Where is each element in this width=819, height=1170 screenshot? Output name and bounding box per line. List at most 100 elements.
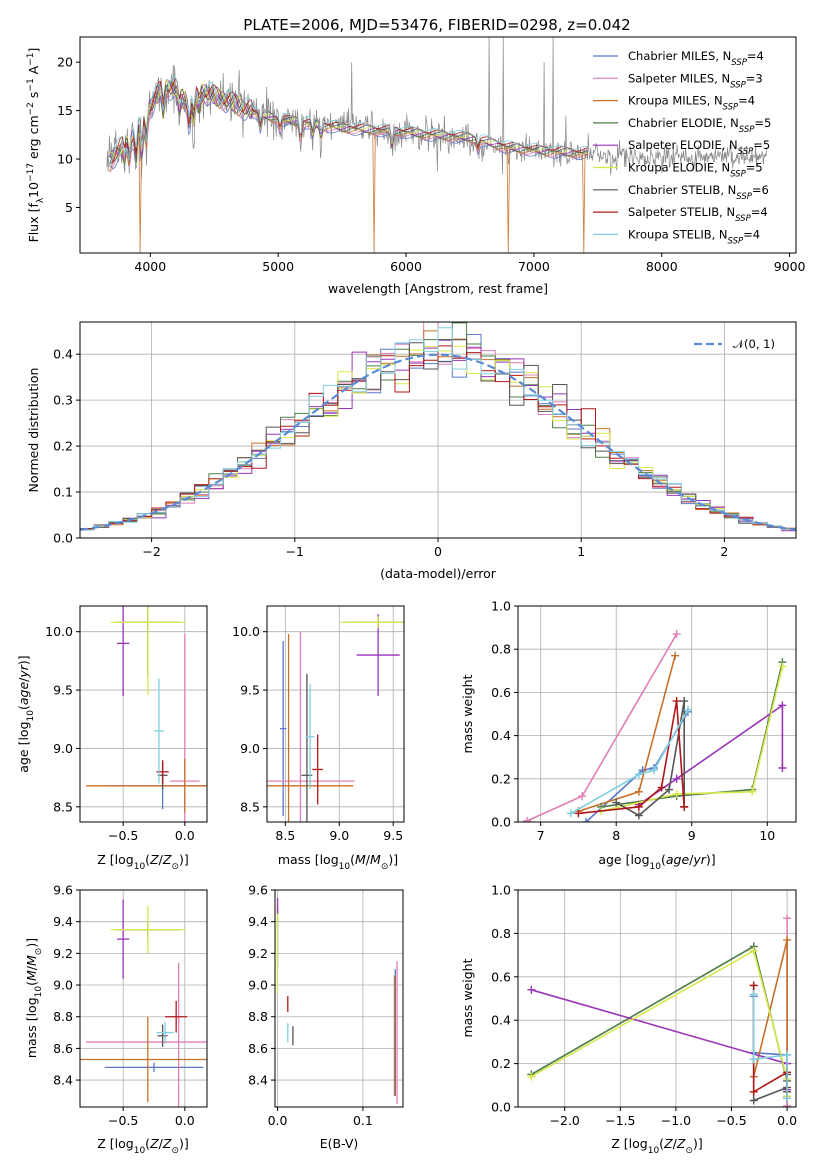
plot-area-age-vs-Z bbox=[86, 606, 207, 822]
y-tick-label: 0.4 bbox=[491, 1013, 511, 1028]
weight-marker bbox=[527, 1072, 536, 1081]
y-tick-label: 0.4 bbox=[491, 728, 511, 743]
weight-marker bbox=[581, 818, 590, 822]
axes-frame bbox=[79, 605, 208, 823]
errorbar-salpeter-elodie bbox=[116, 606, 130, 696]
errorbar-kroupa-miles bbox=[86, 758, 207, 813]
weight-line bbox=[752, 985, 788, 1102]
legend-tail: =5 bbox=[746, 161, 763, 175]
panel-mass-weight-vs-Z: −2.0 −1.5 −1.0 −0.5 0.0 0.0 0.2 0.4 0.6 0.8 1.0 bbox=[491, 883, 797, 1129]
legend-sub: SSP bbox=[730, 80, 746, 90]
label-part: ( bbox=[24, 981, 39, 986]
x-tick-label: 9 bbox=[688, 828, 696, 843]
plot-area-spectrum bbox=[106, 37, 767, 253]
legend-tail: =4 bbox=[738, 94, 755, 108]
legend-base: Kroupa MILES, N bbox=[628, 94, 723, 108]
label-part: Z bbox=[663, 1136, 673, 1151]
x-axis-label-mass-vs-EBV: E(B-V) bbox=[320, 1136, 359, 1151]
legend-tail: =3 bbox=[746, 71, 763, 85]
x-tick-label: 0 bbox=[434, 544, 442, 559]
legend-sub: SSP bbox=[723, 103, 739, 113]
label-part: s bbox=[26, 92, 41, 103]
weight-marker bbox=[672, 630, 681, 639]
x-tick-label: 7000 bbox=[518, 259, 550, 274]
y-tick-label: 20 bbox=[57, 55, 73, 70]
errorbar-kroupa-stelib bbox=[156, 1021, 174, 1044]
label-part: age [log bbox=[598, 852, 649, 867]
y-axis-label: Normed distribution bbox=[26, 368, 41, 493]
y-axis-label-mass-weight-vs-age: mass weight bbox=[460, 674, 475, 753]
weight-marker bbox=[749, 1087, 758, 1096]
x-tick-label: 10 bbox=[759, 828, 775, 843]
label-part: ( bbox=[661, 852, 666, 867]
weight-marker bbox=[649, 766, 658, 775]
x-tick-label: 9.5 bbox=[383, 828, 403, 843]
weight-marker bbox=[778, 764, 787, 772]
errorbar-chabrier-miles bbox=[279, 641, 287, 817]
label-part: λ bbox=[36, 197, 46, 203]
label-part: 10 bbox=[134, 1146, 146, 1156]
weight-marker bbox=[749, 946, 758, 955]
x-tick-label: 5000 bbox=[262, 259, 294, 274]
legend-label: Salpeter STELIB, NSSP=4 bbox=[628, 205, 768, 224]
label-part: / bbox=[366, 852, 371, 867]
weight-series-chabrier-stelib bbox=[749, 981, 792, 1105]
legend-tail: =5 bbox=[753, 138, 770, 152]
label-part: −2 bbox=[26, 102, 36, 115]
label-part: ] bbox=[26, 48, 41, 53]
x-tick-label: 0.0 bbox=[175, 1113, 195, 1128]
errorbar-kroupa-miles bbox=[267, 634, 354, 822]
legend-label: 𝒩(0, 1) bbox=[733, 337, 775, 351]
panel-age-vs-mass: 8.5 9.0 9.5 8.5 9.0 9.5 10.0 bbox=[232, 605, 405, 843]
errorbar-salpeter-miles bbox=[86, 962, 207, 1107]
y-tick-label: 9.5 bbox=[53, 683, 73, 698]
weight-series-kroupa-stelib bbox=[566, 705, 692, 818]
label-part: ⊙ bbox=[34, 948, 44, 956]
weight-series-kroupa-stelib bbox=[749, 990, 792, 1103]
weight-line bbox=[570, 709, 689, 815]
errorbar-kroupa-elodie bbox=[340, 616, 404, 629]
y-tick-label: 10.0 bbox=[45, 624, 73, 639]
label-part: 10 bbox=[339, 862, 351, 872]
y-tick-label: 9.6 bbox=[53, 883, 73, 898]
x-tick-label: −0.5 bbox=[108, 828, 138, 843]
label-part: ( bbox=[145, 1136, 150, 1151]
weight-marker bbox=[683, 705, 692, 714]
weight-marker bbox=[634, 802, 643, 811]
x-tick-label: −2 bbox=[142, 544, 160, 559]
y-tick-label: 1.0 bbox=[491, 883, 511, 898]
weight-marker bbox=[657, 783, 666, 792]
label-part: M bbox=[355, 852, 366, 867]
label-part: / bbox=[673, 1136, 678, 1151]
label-part: ( bbox=[16, 705, 31, 710]
label-part: ⊙ bbox=[171, 862, 179, 872]
label-part: Z bbox=[162, 1136, 172, 1151]
label-part: mass [log bbox=[278, 852, 339, 867]
weight-marker bbox=[527, 985, 536, 994]
errorbar-kroupa-miles bbox=[80, 1016, 207, 1103]
y-tick-label: 8.4 bbox=[53, 1073, 73, 1088]
weight-marker bbox=[749, 1055, 758, 1064]
label-part: ⊙ bbox=[381, 862, 389, 872]
legend-label: Chabrier ELODIE, NSSP=5 bbox=[628, 116, 771, 135]
y-tick-label: 0.8 bbox=[491, 926, 511, 941]
weight-marker bbox=[749, 1096, 758, 1105]
x-axis-label-mass-weight-vs-age: age [log10(age/yr)] bbox=[598, 852, 715, 872]
weight-line bbox=[530, 949, 788, 1097]
y-axis-label: Flux [fλ10−17 erg cm−2 s−1 A−1] bbox=[26, 48, 46, 243]
model-spectrum-chabrier-miles bbox=[109, 87, 588, 170]
errorbar-kroupa-stelib bbox=[305, 684, 315, 790]
legend-sub: SSP bbox=[738, 147, 754, 157]
weight-marker bbox=[612, 798, 621, 807]
label-part: )] bbox=[179, 852, 189, 867]
y-tick-label: 0.0 bbox=[53, 531, 73, 546]
weight-marker bbox=[783, 914, 792, 923]
errorbar-chabrier-stelib bbox=[157, 1024, 168, 1047]
weight-series-salpeter-miles bbox=[523, 630, 681, 822]
histogram-kroupa-stelib bbox=[80, 327, 796, 538]
label-part: 10 bbox=[134, 862, 146, 872]
x-tick-label: 8000 bbox=[646, 259, 678, 274]
weight-marker bbox=[578, 792, 587, 801]
